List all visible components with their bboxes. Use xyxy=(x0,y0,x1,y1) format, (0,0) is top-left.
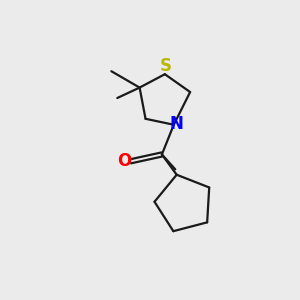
Text: S: S xyxy=(160,57,172,75)
Text: N: N xyxy=(169,115,183,133)
Text: O: O xyxy=(117,152,131,170)
